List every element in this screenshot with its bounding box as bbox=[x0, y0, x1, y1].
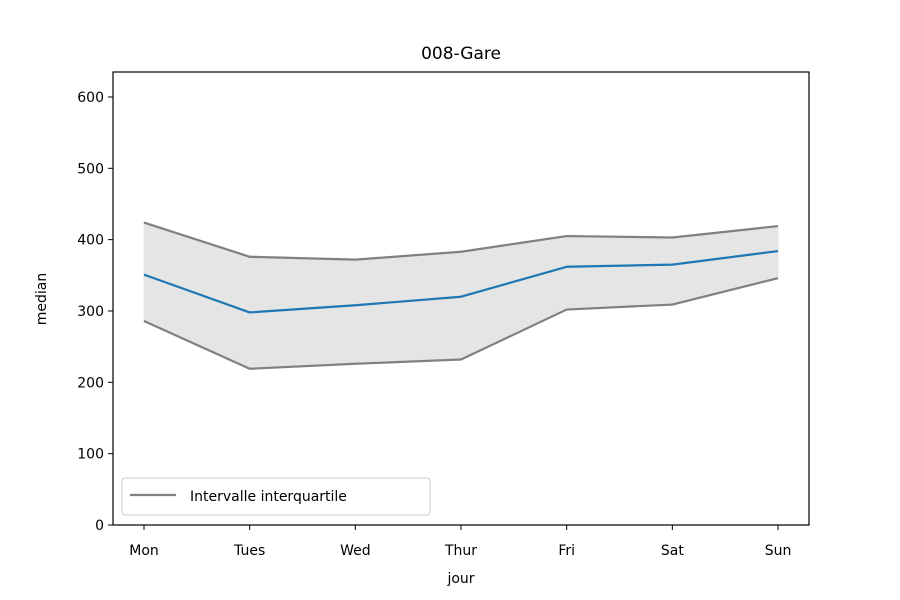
x-tick-label: Mon bbox=[129, 543, 159, 559]
x-axis-label: jour bbox=[446, 571, 474, 587]
x-tick-label: Sat bbox=[661, 543, 684, 559]
y-tick-label: 0 bbox=[95, 518, 104, 534]
x-tick-label: Wed bbox=[340, 543, 371, 559]
legend: Intervalle interquartile bbox=[121, 477, 431, 516]
plot-area bbox=[143, 221, 779, 370]
y-tick-label: 200 bbox=[77, 375, 104, 391]
y-tick-label: 600 bbox=[77, 90, 104, 106]
series-line-median bbox=[143, 249, 779, 314]
legend-box bbox=[121, 477, 431, 516]
series-line-q3 bbox=[143, 221, 779, 261]
y-tick-label: 500 bbox=[77, 161, 104, 177]
y-axis: 0 100 200 300 400 500 600 bbox=[77, 90, 113, 534]
x-tick-label: Tues bbox=[233, 543, 265, 559]
y-tick-label: 300 bbox=[77, 304, 104, 320]
y-tick-label: 400 bbox=[77, 233, 104, 249]
legend-label-iqr: Intervalle interquartile bbox=[190, 489, 347, 505]
x-tick-label: Thur bbox=[444, 543, 477, 559]
series-line-q1 bbox=[143, 277, 779, 370]
y-tick-label: 100 bbox=[77, 447, 104, 463]
x-tick-label: Fri bbox=[558, 543, 575, 559]
chart-title: 008-Gare bbox=[421, 44, 501, 64]
x-tick-label: Sun bbox=[765, 543, 792, 559]
y-axis-label: median bbox=[34, 273, 50, 325]
x-axis: Mon Tues Wed Thur Fri Sat Sun bbox=[129, 525, 791, 559]
